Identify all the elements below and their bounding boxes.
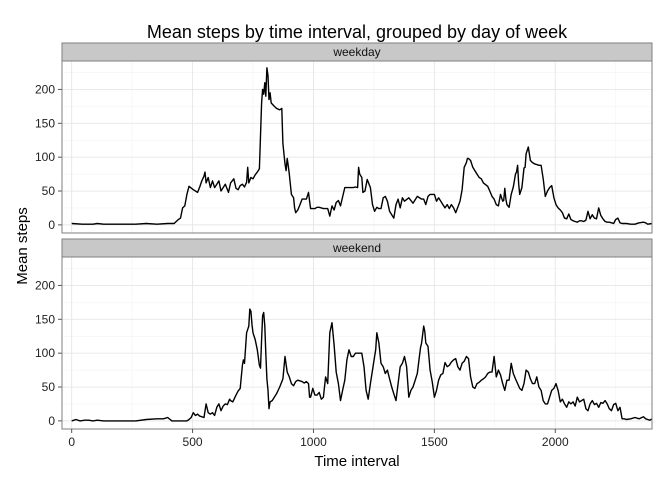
y-tick-label: 0: [48, 218, 55, 232]
y-tick-label: 0: [48, 414, 55, 428]
x-tick-label: 2000: [542, 435, 569, 449]
facet-panels: weekday 0 50 100 150 200 weekend 0 50 100 150 200: [35, 42, 653, 430]
x-tick-label: 1500: [421, 435, 448, 449]
y-tick-label: 100: [35, 150, 55, 164]
panel-weekday: weekday 0 50 100 150 200: [35, 42, 653, 234]
x-tick-label: 1000: [300, 435, 327, 449]
panel-border-weekend: [61, 256, 653, 430]
y-tick-label: 150: [35, 312, 55, 326]
y-tick-label: 100: [35, 346, 55, 360]
y-tick-label: 150: [35, 116, 55, 130]
y-tick-label: 200: [35, 278, 55, 292]
y-tick-label: 50: [42, 380, 56, 394]
panel-border-weekday: [61, 60, 653, 234]
y-tick-label: 50: [42, 184, 56, 198]
chart-title: Mean steps by time interval, grouped by …: [147, 22, 568, 42]
series-line-weekend: [71, 308, 653, 422]
strip-label-weekday: weekday: [332, 45, 380, 59]
y-tick-label: 200: [35, 82, 55, 96]
x-tick-label: 500: [183, 435, 203, 449]
plot-area-weekday: [62, 61, 652, 233]
panel-weekend: weekend 0 50 100 150 200: [35, 238, 653, 430]
x-tick-label: 0: [68, 435, 75, 449]
strip-label-weekend: weekend: [332, 241, 381, 255]
y-axis-title: Mean steps: [14, 207, 31, 285]
x-axis: 0 500 1000 1500 2000: [68, 429, 569, 449]
series-line-weekday: [71, 67, 653, 225]
x-axis-title: Time interval: [314, 453, 399, 470]
